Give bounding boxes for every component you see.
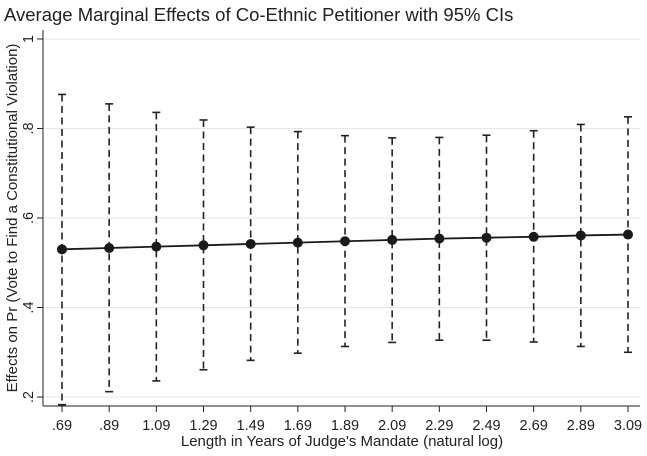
y-tick-label: .8: [21, 122, 37, 134]
estimate-point: [575, 230, 586, 241]
y-tick-label: .4: [21, 301, 37, 313]
estimate-point: [623, 229, 633, 240]
confidence-intervals: [58, 93, 632, 406]
estimate-points: [57, 229, 633, 255]
y-tick-label: 1: [21, 35, 37, 43]
x-tick-label: 2.29: [425, 418, 453, 434]
x-tick-label: 1.69: [284, 418, 312, 434]
chart-title: Average Marginal Effects of Co-Ethnic Pe…: [4, 4, 513, 25]
x-tick-label: 1.89: [331, 418, 359, 434]
estimate-point: [387, 234, 398, 245]
x-axis-label: Length in Years of Judge's Mandate (natu…: [181, 433, 503, 450]
x-tick-label: 2.69: [520, 418, 548, 434]
y-tick-label: .6: [21, 212, 37, 224]
estimate-point: [57, 244, 67, 255]
y-tick-label: .2: [21, 391, 37, 403]
estimate-point: [434, 233, 445, 244]
x-tick-label: 1.09: [142, 418, 170, 434]
x-tick-label: .89: [99, 418, 119, 434]
grid-lines: [43, 38, 640, 398]
estimate-point: [481, 232, 492, 243]
x-tick-label: 2.09: [378, 418, 406, 434]
estimate-point: [104, 242, 115, 253]
x-tick-label: .69: [52, 418, 72, 434]
x-tick-label: 2.49: [472, 418, 500, 434]
x-axis-ticks: .69 .89 1.09 1.29 1.49 1.69 1.89 2.09 2.29 2.49 2.…: [52, 406, 642, 434]
estimate-point: [340, 236, 350, 247]
x-tick-label: 1.29: [189, 418, 217, 434]
x-tick-label: 1.49: [237, 418, 265, 434]
estimate-point: [245, 238, 256, 249]
y-axis-ticks: .2 .4 .6 .8 1: [21, 35, 43, 403]
x-tick-label: 2.89: [567, 418, 595, 434]
estimate-point: [151, 241, 162, 252]
y-axis-label: Effects on Pr (Vote to Find a Constituti…: [4, 44, 21, 393]
estimate-point: [528, 231, 539, 242]
x-tick-label: 3.09: [614, 418, 642, 434]
estimate-point: [292, 237, 303, 248]
estimate-point: [198, 240, 209, 251]
